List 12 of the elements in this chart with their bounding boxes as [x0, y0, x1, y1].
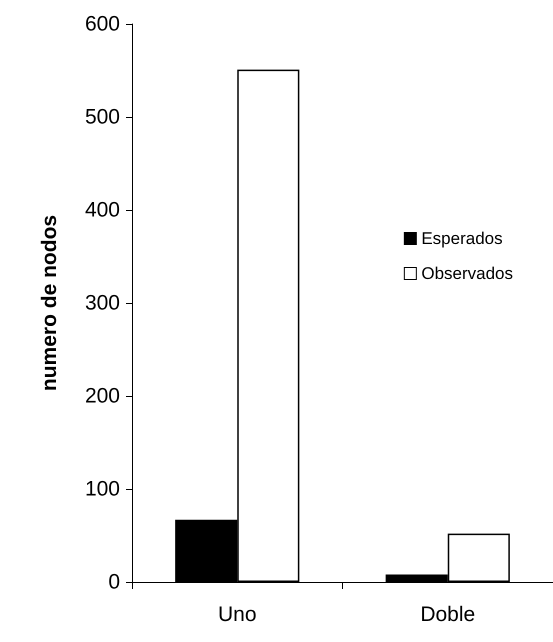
- y-tick-label: 500: [84, 106, 120, 128]
- y-tick-label: 200: [84, 384, 120, 408]
- y-tick-label: 100: [84, 478, 120, 500]
- x-tick-label: Doble: [420, 603, 476, 626]
- y-tick-label: 600: [84, 12, 120, 36]
- legend-label: Esperados: [421, 229, 503, 248]
- x-tick-label: Uno: [218, 603, 257, 626]
- y-tick-label: 0: [108, 570, 120, 594]
- y-axis-title: numero de nodos: [38, 214, 61, 392]
- y-tick-label: 400: [84, 198, 120, 222]
- legend-label: Observados: [421, 264, 514, 283]
- y-tick-label: 300: [84, 292, 120, 314]
